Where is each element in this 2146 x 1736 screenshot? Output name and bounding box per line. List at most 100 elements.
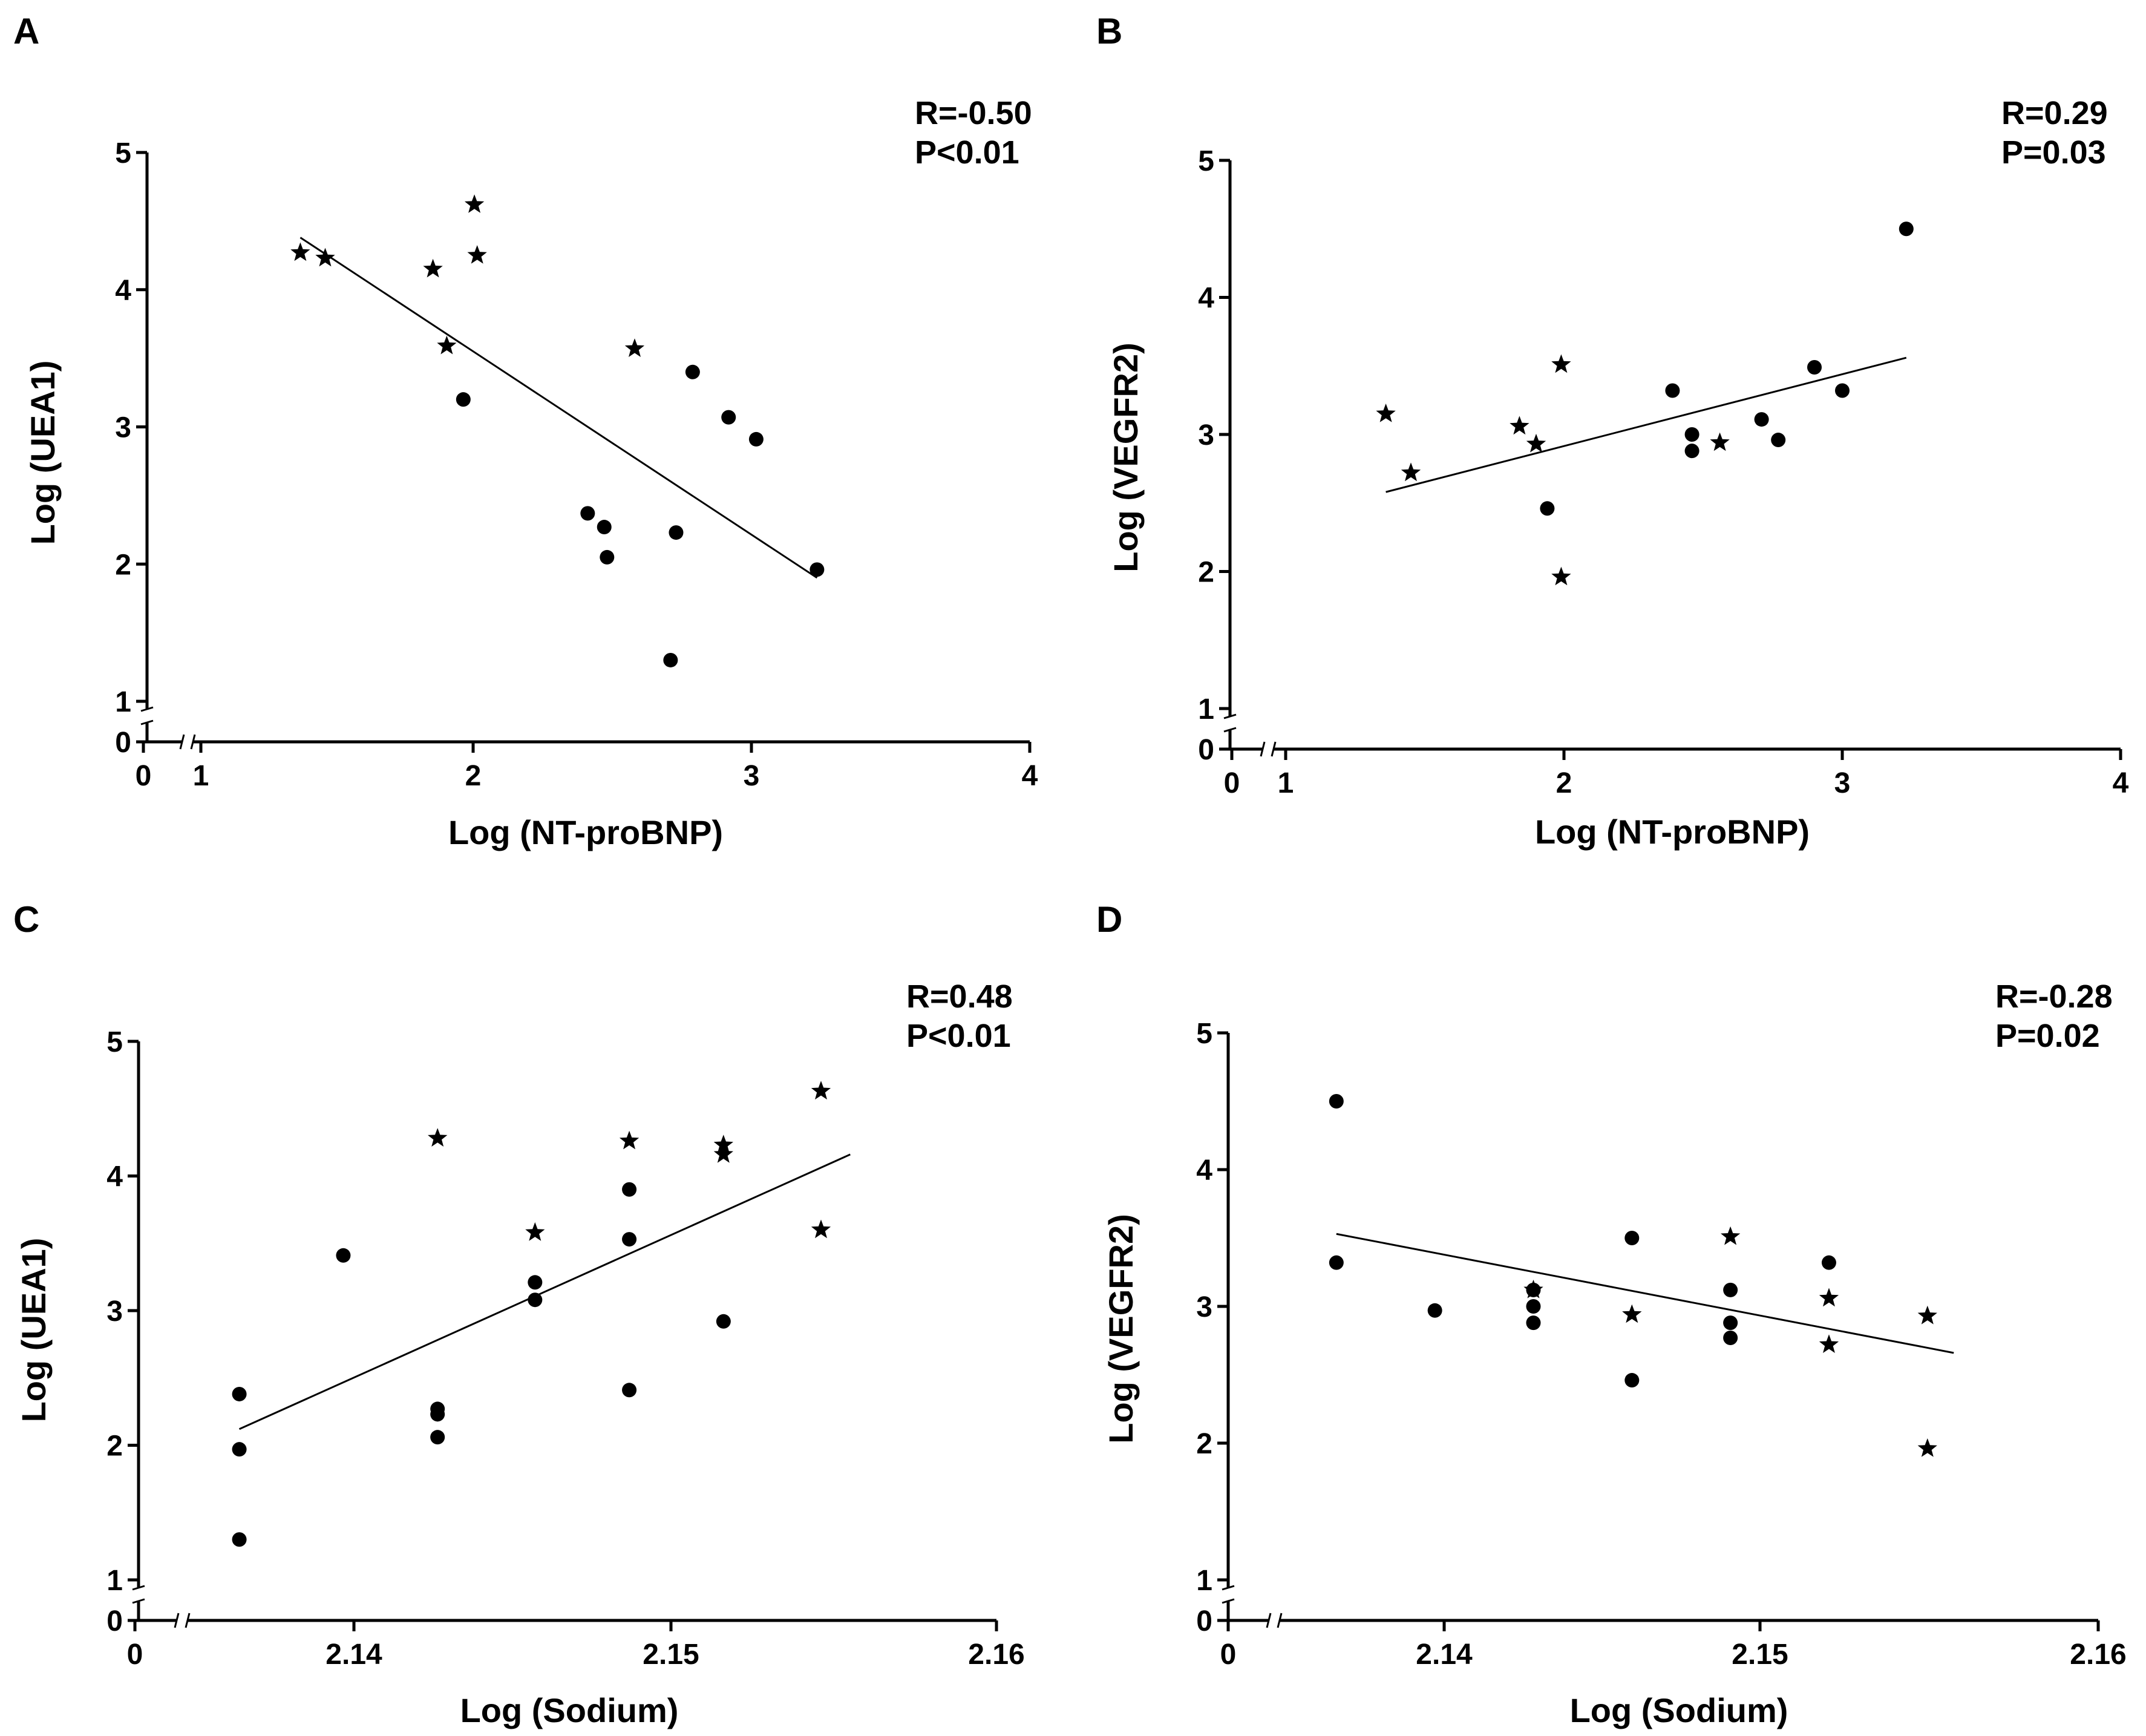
y-axis-break-mark — [1222, 1598, 1235, 1604]
y-tick-label: 3 — [1196, 1291, 1212, 1323]
y-tick-label: 3 — [1198, 419, 1214, 451]
data-point-star — [624, 338, 645, 357]
data-point-circle — [1807, 360, 1822, 375]
x-tick-label: 2 — [465, 760, 482, 792]
y-tick-label: 5 — [1198, 145, 1214, 177]
y-axis-break-mark — [1223, 727, 1237, 733]
y-tick-label: 1 — [1198, 693, 1214, 726]
r-value-label: R=-0.50 — [915, 95, 1032, 131]
x-tick-label: 2 — [1556, 767, 1572, 799]
x-axis-break-mark — [174, 1613, 180, 1628]
data-point-circle — [748, 431, 764, 447]
x-axis-break-mark — [190, 734, 196, 750]
data-point-circle — [622, 1232, 637, 1247]
r-value-label: R=0.29 — [2001, 95, 2108, 131]
panel-letter: C — [13, 899, 39, 940]
p-value-label: P<0.01 — [906, 1018, 1011, 1054]
y-tick-label: 5 — [1196, 1018, 1212, 1050]
y-tick-label: 0 — [115, 727, 131, 759]
data-point-circle — [685, 364, 700, 379]
data-point-circle — [232, 1386, 247, 1401]
x-tick-label: 0 — [136, 760, 152, 792]
y-axis-break-mark — [1222, 1585, 1235, 1591]
x-axis-break-mark — [1277, 1613, 1283, 1628]
x-tick-label: 2.15 — [1732, 1639, 1788, 1671]
y-tick-label: 0 — [106, 1605, 123, 1637]
data-point-circle — [1684, 444, 1699, 459]
y-tick-label: 2 — [1196, 1428, 1212, 1460]
data-point-circle — [1821, 1255, 1836, 1270]
data-point-star — [1710, 432, 1730, 451]
x-axis-break-mark — [185, 1613, 191, 1628]
data-point-circle — [1526, 1315, 1541, 1331]
data-point-circle — [1899, 221, 1914, 237]
y-tick-label: 4 — [1196, 1155, 1212, 1187]
p-value-label: P<0.01 — [915, 134, 1019, 171]
data-point-star — [811, 1081, 831, 1100]
data-point-star — [713, 1144, 733, 1163]
panel-d: D R=-0.28P=0.02 0 1 2 3 4 5 0 2.14 2.15 2.16 Log (So… — [1096, 899, 2127, 1729]
data-point-circle — [456, 392, 471, 407]
y-axis-label: Log (VEGFR2) — [1107, 342, 1145, 572]
data-point-circle — [1723, 1330, 1738, 1345]
data-point-circle — [1329, 1255, 1344, 1270]
data-point-star — [619, 1130, 640, 1150]
y-axis-label: Log (VEGFR2) — [1102, 1214, 1140, 1444]
data-point-star — [428, 1128, 448, 1147]
x-axis-label: Log (NT-proBNP) — [448, 813, 723, 851]
y-axis-break-mark — [132, 1585, 145, 1591]
data-point-star — [1523, 1279, 1543, 1299]
y-axis-label: Log (UEA1) — [24, 361, 62, 545]
regression-line — [299, 237, 818, 579]
y-tick-label: 1 — [1196, 1565, 1212, 1597]
panel-letter: D — [1096, 899, 1122, 940]
y-tick-label: 0 — [1196, 1605, 1212, 1637]
y-tick-label: 2 — [1198, 557, 1214, 589]
regression-line — [1385, 356, 1907, 493]
data-point-circle — [1771, 433, 1786, 448]
data-point-circle — [597, 520, 612, 535]
data-point-star — [1819, 1288, 1839, 1307]
y-tick-label: 5 — [106, 1026, 123, 1058]
data-point-circle — [232, 1442, 247, 1457]
data-point-star — [525, 1222, 545, 1241]
data-point-circle — [669, 525, 684, 540]
x-tick-label: 2.14 — [325, 1639, 382, 1671]
y-axis-break-mark — [140, 706, 154, 712]
x-tick-label: 2.14 — [1416, 1639, 1473, 1671]
y-tick-label: 0 — [1198, 734, 1214, 766]
panel-b: B R=0.29P=0.03 0 1 2 3 4 5 0 1 2 3 4 Log (NT-proBNP) L… — [1096, 11, 2129, 851]
y-tick-label: 4 — [1198, 283, 1214, 315]
data-point-star — [1510, 416, 1529, 435]
data-point-star — [1526, 433, 1546, 453]
y-tick-label: 5 — [115, 137, 131, 169]
data-point-star — [1819, 1334, 1839, 1353]
x-tick-label: 4 — [2113, 767, 2129, 799]
x-axis-break-mark — [1271, 741, 1277, 757]
data-point-circle — [1684, 427, 1699, 442]
panel-a: A R=-0.50P<0.01 0 1 2 3 4 5 0 1 2 3 4 Log (NT-proBNP)… — [13, 11, 1038, 851]
y-tick-label: 2 — [106, 1430, 123, 1462]
y-tick-label: 3 — [115, 412, 131, 444]
y-tick-label: 4 — [106, 1161, 123, 1193]
x-tick-label: 2.15 — [643, 1639, 699, 1671]
data-point-star — [1622, 1304, 1642, 1323]
data-point-star — [423, 258, 443, 278]
x-axis-label: Log (Sodium) — [460, 1691, 679, 1729]
data-point-circle — [721, 410, 736, 425]
x-tick-label: 3 — [1834, 767, 1851, 799]
data-point-circle — [716, 1314, 731, 1329]
x-tick-label: 2.16 — [968, 1639, 1024, 1671]
panel-letter: A — [13, 11, 39, 51]
r-value-label: R=-0.28 — [1995, 978, 2113, 1015]
x-axis-label: Log (NT-proBNP) — [1535, 813, 1810, 851]
data-point-star — [464, 194, 485, 213]
data-point-circle — [622, 1383, 637, 1398]
data-point-star — [315, 247, 335, 267]
x-tick-label: 3 — [744, 760, 760, 792]
y-axis-label: Log (UEA1) — [15, 1238, 53, 1423]
y-tick-label: 4 — [115, 275, 131, 307]
data-point-circle — [663, 652, 678, 667]
data-point-star — [467, 245, 487, 264]
